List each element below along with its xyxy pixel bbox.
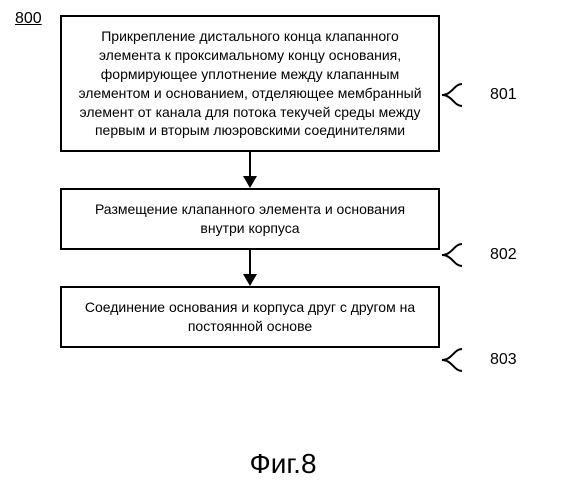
- flowchart-box-803: Соединение основания и корпуса друг с др…: [60, 286, 440, 348]
- connector-line: [249, 152, 251, 176]
- step-label-802: 802: [490, 246, 517, 264]
- flowchart-box-802: Размещение клапанного элемента и основан…: [60, 188, 440, 250]
- flowchart-box-801: Прикрепление дистального конца клапанног…: [60, 15, 440, 152]
- connector-line: [249, 250, 251, 274]
- step-label-803: 803: [490, 351, 517, 369]
- flowchart-container: Прикрепление дистального конца клапанног…: [60, 15, 440, 348]
- arrowhead-icon: [243, 176, 257, 188]
- figure-caption: Фиг.8: [0, 448, 566, 480]
- leader-803: [440, 345, 490, 375]
- step-label-801: 801: [490, 86, 517, 104]
- arrowhead-icon: [243, 274, 257, 286]
- figure-number: 800: [15, 10, 42, 28]
- leader-801-actual: [440, 80, 490, 110]
- connector-1: [60, 152, 440, 188]
- leader-802: [440, 240, 490, 270]
- connector-2: [60, 250, 440, 286]
